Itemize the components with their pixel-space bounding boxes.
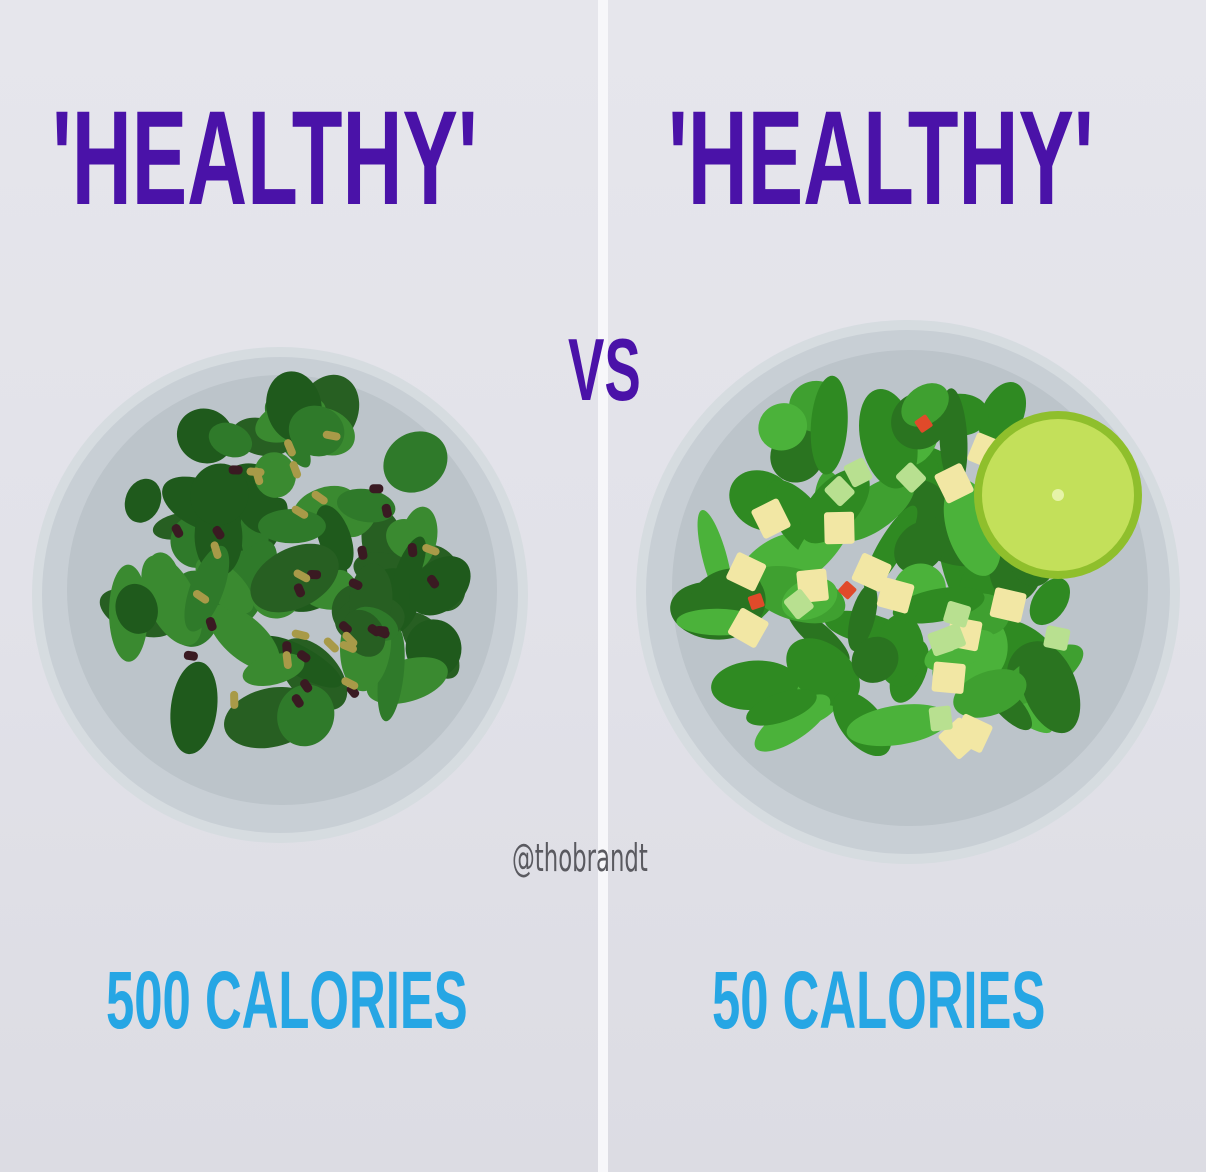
pumpkin-seed <box>311 490 328 505</box>
leaf <box>115 583 158 634</box>
pumpkin-seed <box>246 467 265 477</box>
leaf <box>851 636 899 683</box>
leaf <box>810 375 848 475</box>
leaf <box>383 431 448 493</box>
leaf <box>277 684 335 747</box>
leaf <box>208 422 253 458</box>
leaf <box>250 543 339 613</box>
cranberry <box>183 650 198 661</box>
pumpkin-seed <box>284 439 296 457</box>
leaf <box>288 405 345 457</box>
pumpkin-seed <box>339 640 357 653</box>
leaf <box>894 520 947 574</box>
apple-cube <box>751 498 791 539</box>
pepper <box>747 593 765 610</box>
leaf <box>846 704 950 747</box>
leaf <box>901 383 949 427</box>
cranberry <box>228 465 243 475</box>
pepper <box>914 414 933 433</box>
right-title: 'HEALTHY' <box>668 84 1094 233</box>
leaf <box>208 604 280 671</box>
leaf <box>1019 641 1081 734</box>
leaf <box>799 468 870 544</box>
leaf <box>170 661 218 755</box>
leaf <box>184 545 230 632</box>
pumpkin-seed <box>230 690 239 709</box>
cranberry <box>293 583 306 598</box>
cucumber <box>943 601 971 628</box>
spinach-salad <box>99 371 471 755</box>
cranberry <box>205 617 217 632</box>
pumpkin-seed <box>210 541 222 559</box>
leaf <box>847 584 878 652</box>
watermark: @thobrandt <box>512 836 648 880</box>
pumpkin-seed <box>282 651 292 670</box>
pumpkin-seed <box>323 637 339 653</box>
leaf <box>758 403 808 451</box>
cranberry <box>300 679 313 693</box>
leaf <box>409 556 471 616</box>
cucumber <box>1043 625 1071 651</box>
cranberry <box>296 650 311 663</box>
cranberry <box>348 578 363 590</box>
cranberry <box>338 621 352 634</box>
cucumber <box>927 627 955 657</box>
apple-cube <box>824 511 855 545</box>
right-bowl <box>636 320 1180 864</box>
pumpkin-seed <box>422 543 440 556</box>
apple-cube <box>851 553 892 592</box>
apple-cube <box>876 577 915 614</box>
apple-cube <box>989 587 1027 623</box>
cranberry <box>374 626 389 636</box>
left-bowl <box>32 347 528 843</box>
leaf <box>337 488 396 523</box>
pumpkin-seed <box>293 569 311 583</box>
cranberry <box>212 525 225 540</box>
leaf <box>1029 577 1071 626</box>
pepper <box>838 581 857 600</box>
leaf <box>786 638 860 707</box>
cucumber <box>824 476 855 507</box>
divider <box>598 0 608 1172</box>
pumpkin-seed <box>341 677 359 690</box>
apple-cube <box>728 608 769 648</box>
cucumber <box>895 462 927 493</box>
cranberry <box>346 684 360 698</box>
pumpkin-seed <box>342 631 358 647</box>
leaf <box>754 694 831 752</box>
cranberry <box>426 574 440 589</box>
apple-cube <box>931 661 966 694</box>
left-calories: 500 CALORIES <box>106 955 468 1046</box>
cucumber <box>843 457 873 488</box>
cranberry <box>291 694 304 708</box>
leaf <box>746 689 817 726</box>
right-calories: 50 CALORIES <box>712 955 1046 1046</box>
pumpkin-seed <box>192 589 210 604</box>
cranberry <box>369 484 384 494</box>
cranberry <box>307 569 322 580</box>
leaf <box>190 463 249 526</box>
leaf <box>253 452 296 498</box>
apple-cube <box>934 463 974 504</box>
apple-cube <box>726 552 767 592</box>
pumpkin-seed <box>289 460 302 479</box>
pumpkin-seed <box>291 505 309 519</box>
cranberry <box>171 524 184 538</box>
cucumber <box>783 589 814 620</box>
cranberry <box>381 503 392 518</box>
cranberry <box>407 543 418 558</box>
pumpkin-seed <box>291 629 310 640</box>
left-title: 'HEALTHY' <box>52 84 478 233</box>
leaf <box>953 669 1027 718</box>
pumpkin-seed <box>322 430 341 441</box>
lime-half <box>974 411 1142 579</box>
leaf <box>258 509 326 544</box>
leaf <box>124 478 162 523</box>
cranberry <box>357 545 368 560</box>
vs-label: VS <box>568 320 641 419</box>
cucumber <box>928 705 953 732</box>
